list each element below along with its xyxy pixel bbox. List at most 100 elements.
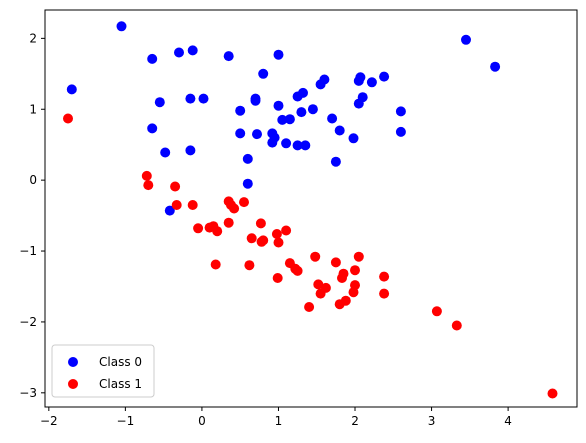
point-class-1-16 — [246, 233, 257, 244]
point-class-1-23 — [272, 273, 283, 283]
legend-label-class-0: Class 0 — [99, 355, 142, 369]
point-class-0-40 — [348, 133, 359, 144]
point-class-1-30 — [313, 279, 324, 290]
point-class-0-24 — [273, 49, 284, 60]
point-class-1-44 — [431, 306, 442, 317]
point-class-1-10 — [210, 259, 221, 270]
point-class-1-17 — [244, 260, 255, 271]
point-class-0-49 — [461, 34, 471, 45]
point-class-1-40 — [350, 265, 360, 276]
point-class-0-1 — [147, 53, 158, 64]
point-class-0-32 — [296, 107, 307, 118]
point-class-1-28 — [304, 302, 315, 312]
legend-label-class-1: Class 1 — [99, 377, 142, 391]
point-class-1-18 — [255, 218, 266, 229]
point-class-1-45 — [451, 320, 462, 331]
point-class-1-29 — [310, 251, 321, 262]
point-class-0-4 — [147, 123, 158, 134]
point-class-0-37 — [327, 113, 338, 124]
point-class-0-33 — [300, 140, 311, 151]
point-class-0-6 — [164, 205, 175, 216]
point-class-1-24 — [281, 225, 292, 236]
point-class-0-50 — [490, 61, 501, 72]
x-tick-label: −2 — [40, 414, 58, 428]
legend: Class 0 Class 1 — [51, 344, 155, 398]
point-class-0-45 — [366, 77, 377, 88]
point-class-0-23 — [269, 132, 280, 143]
point-class-1-39 — [350, 280, 360, 291]
point-class-0-28 — [284, 114, 295, 125]
point-class-0-48 — [395, 126, 406, 137]
point-class-0-34 — [307, 104, 318, 115]
point-class-0-19 — [252, 129, 262, 140]
point-class-0-18 — [250, 95, 261, 106]
point-class-1-4 — [171, 200, 182, 210]
point-class-1-9 — [212, 226, 223, 237]
point-class-1-13 — [229, 203, 240, 214]
point-class-0-9 — [185, 93, 196, 104]
point-class-0-12 — [223, 51, 234, 62]
point-class-1-41 — [353, 251, 364, 262]
point-class-0-8 — [187, 45, 198, 56]
point-class-0-36 — [319, 74, 330, 85]
data-points — [63, 21, 558, 399]
point-class-1-14 — [223, 217, 234, 228]
point-class-1-27 — [292, 265, 303, 276]
point-class-0-46 — [379, 71, 390, 82]
point-class-0-11 — [185, 145, 196, 156]
point-class-1-6 — [193, 223, 204, 234]
legend-marker-class-1 — [68, 379, 78, 389]
point-class-1-33 — [330, 257, 341, 268]
point-class-0-5 — [160, 147, 171, 158]
point-class-0-14 — [235, 128, 246, 139]
point-class-1-43 — [379, 288, 390, 299]
point-class-0-10 — [198, 93, 209, 104]
point-class-0-25 — [273, 100, 284, 111]
point-class-1-1 — [141, 170, 152, 181]
point-class-1-3 — [170, 181, 181, 192]
point-class-0-16 — [242, 178, 253, 189]
y-tick-label: 0 — [29, 173, 37, 187]
point-class-1-22 — [273, 237, 284, 248]
legend-marker-class-0 — [68, 357, 78, 367]
point-class-1-42 — [379, 271, 390, 282]
point-class-0-13 — [235, 105, 246, 116]
point-class-0-39 — [334, 125, 345, 136]
x-tick-label: 0 — [198, 414, 206, 428]
point-class-0-27 — [281, 138, 292, 149]
point-class-0-47 — [395, 106, 406, 117]
point-class-1-37 — [340, 295, 351, 306]
x-tick-label: 2 — [351, 414, 359, 428]
point-class-1-15 — [239, 197, 249, 208]
point-class-0-20 — [258, 68, 269, 79]
point-class-0-2 — [66, 84, 77, 95]
y-tick-label: −1 — [19, 244, 37, 258]
x-tick-label: −1 — [117, 414, 135, 428]
y-tick-label: −2 — [19, 315, 37, 329]
point-class-1-21 — [271, 229, 282, 239]
point-class-0-0 — [116, 21, 127, 32]
point-class-0-44 — [357, 92, 368, 103]
point-class-1-0 — [63, 113, 73, 124]
point-class-0-42 — [355, 72, 366, 83]
point-class-1-20 — [258, 235, 269, 246]
point-class-1-46 — [547, 388, 558, 399]
point-class-0-29 — [292, 140, 303, 151]
point-class-1-2 — [143, 180, 154, 191]
x-tick-label: 4 — [504, 414, 512, 428]
point-class-0-38 — [330, 156, 341, 167]
y-tick-label: −3 — [19, 386, 37, 400]
point-class-1-32 — [320, 282, 331, 293]
x-tick-label: 3 — [428, 414, 436, 428]
y-tick-label: 2 — [29, 31, 37, 45]
point-class-0-7 — [174, 47, 184, 58]
y-tick-label: 1 — [29, 102, 37, 116]
point-class-0-26 — [277, 114, 288, 125]
x-tick-label: 1 — [275, 414, 283, 428]
plot-frame — [44, 9, 578, 408]
point-class-1-36 — [338, 268, 349, 279]
point-class-0-15 — [242, 153, 253, 164]
point-class-0-31 — [298, 87, 308, 98]
